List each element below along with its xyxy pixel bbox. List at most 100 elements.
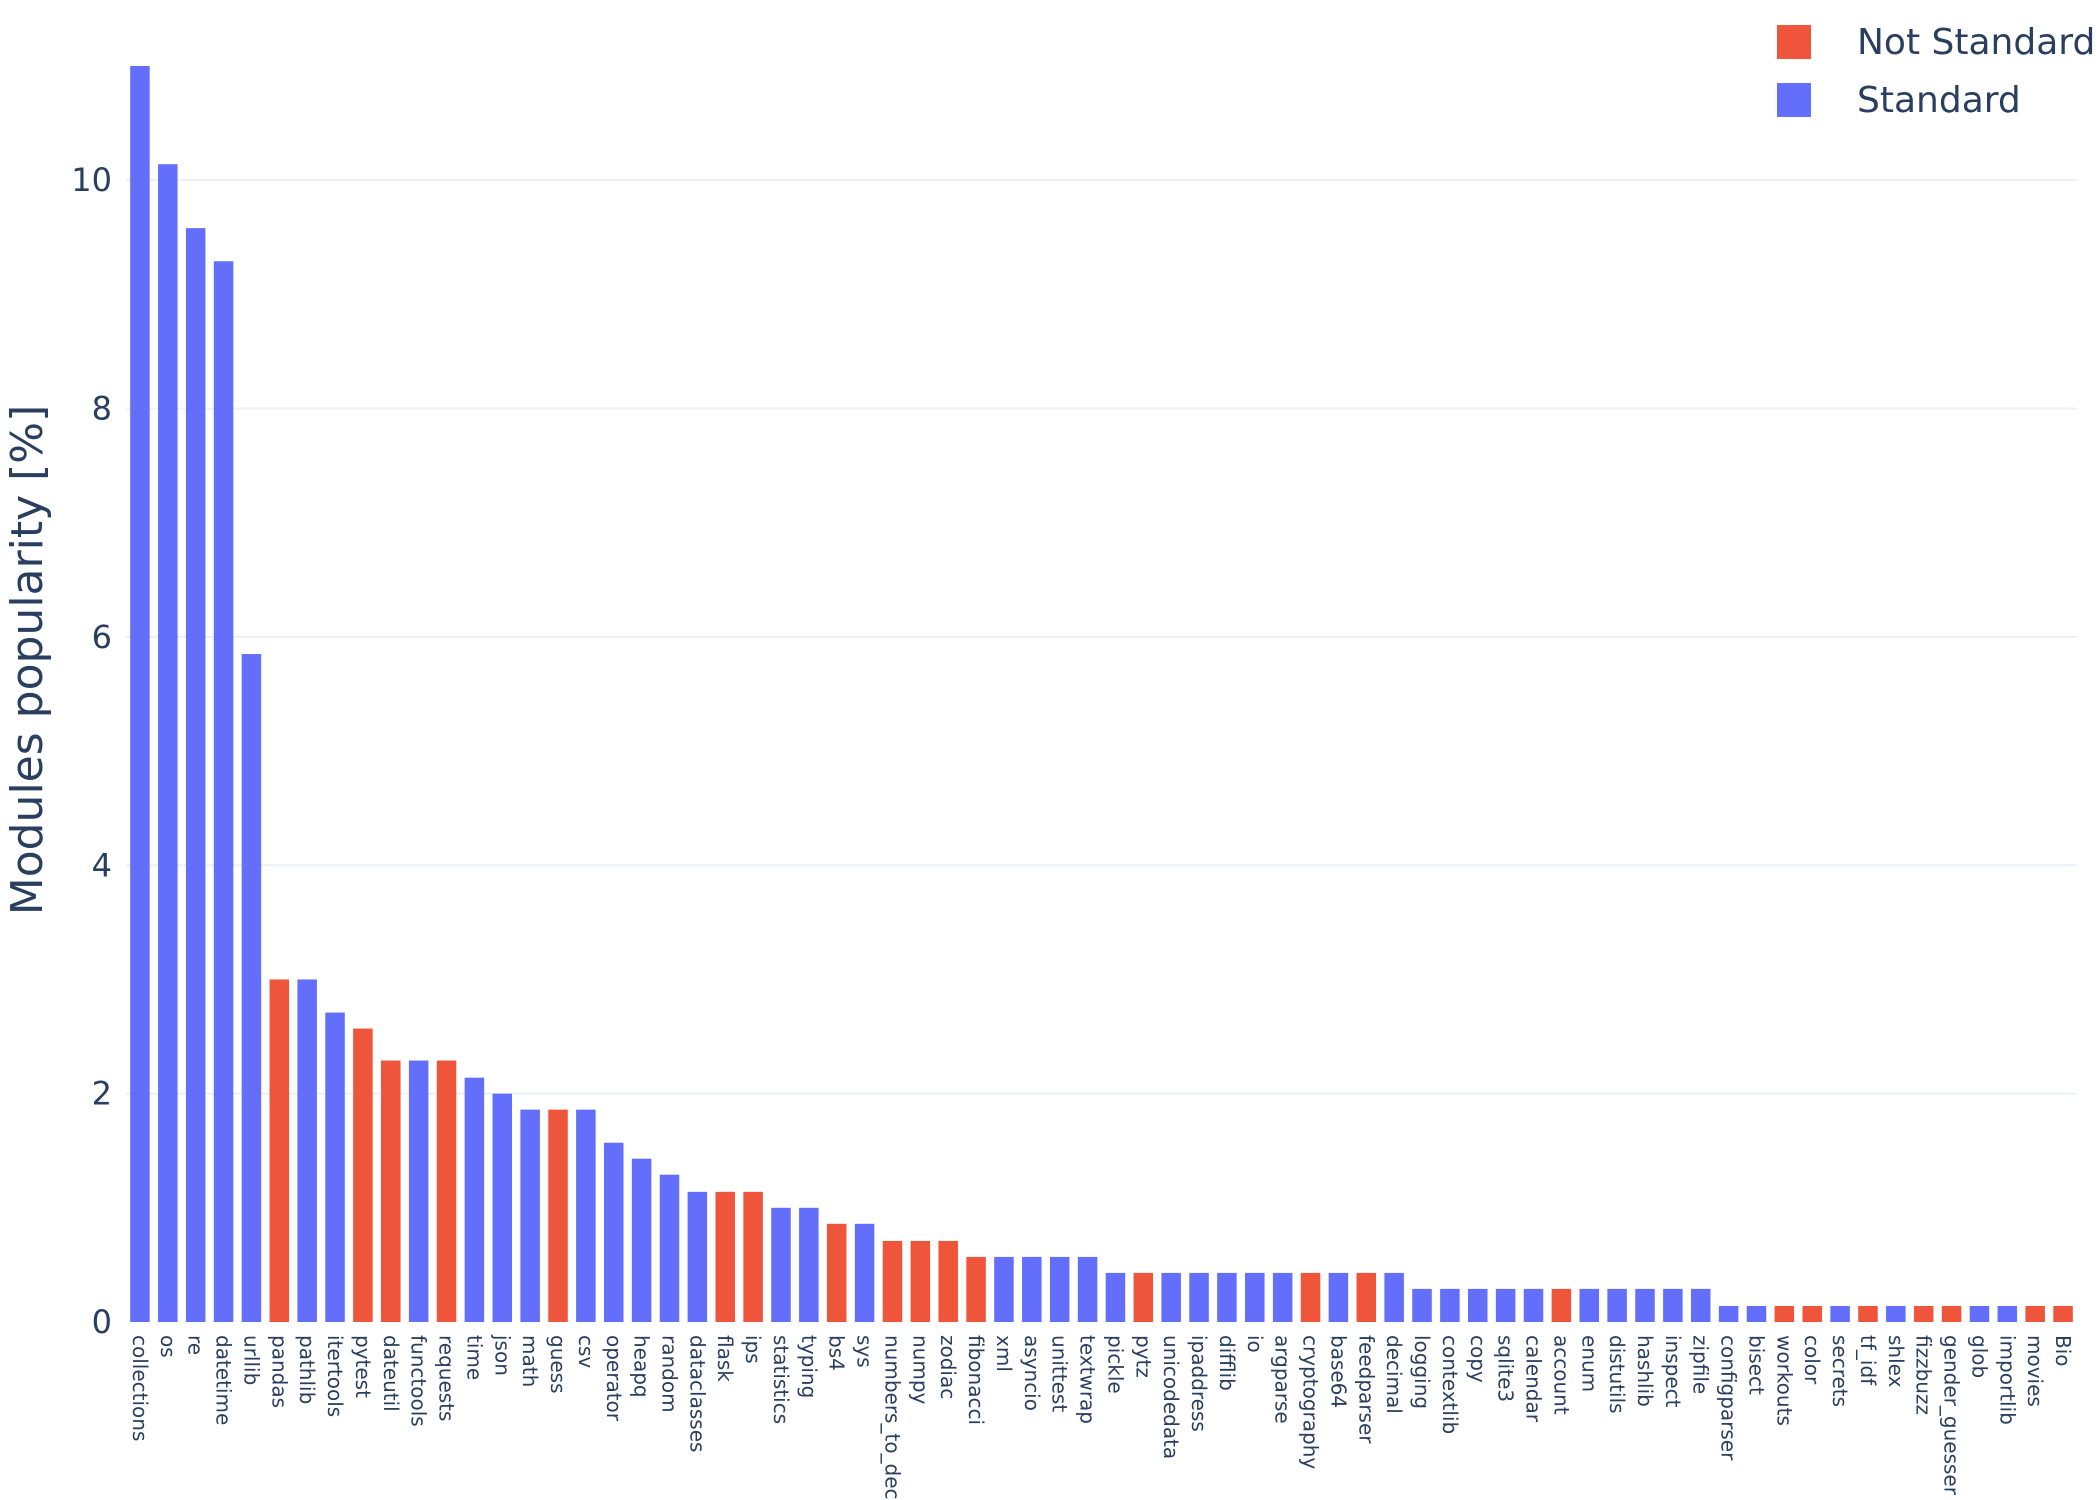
x-tick-label: heapq <box>630 1335 654 1398</box>
legend-item[interactable]: Standard <box>1777 80 2021 121</box>
bar-decimal[interactable] <box>1384 1272 1404 1322</box>
bar-enum[interactable] <box>1579 1288 1600 1322</box>
bar-movies[interactable] <box>2025 1306 2045 1322</box>
bar-asyncio[interactable] <box>1022 1256 1042 1322</box>
x-tick-label: argparse <box>1271 1335 1295 1424</box>
bar-pathlib[interactable] <box>297 979 317 1322</box>
x-tick-label: datetime <box>212 1335 236 1425</box>
bar-dataclasses[interactable] <box>687 1191 708 1322</box>
bar-logging[interactable] <box>1412 1288 1432 1322</box>
bar-numbers_to_dec[interactable] <box>882 1240 903 1322</box>
x-tick-label: sys <box>853 1335 877 1368</box>
bar-copy[interactable] <box>1468 1288 1488 1322</box>
x-tick-label: time <box>462 1335 486 1380</box>
bar-unicodedata[interactable] <box>1161 1272 1181 1322</box>
bar-Bio[interactable] <box>2053 1306 2073 1322</box>
bar-csv[interactable] <box>576 1109 596 1322</box>
bar-io[interactable] <box>1245 1272 1265 1322</box>
bar-random[interactable] <box>659 1174 680 1322</box>
x-tick-label: configparser <box>1717 1335 1741 1461</box>
x-tick-label: re <box>184 1335 208 1355</box>
bar-glob[interactable] <box>1969 1306 1990 1322</box>
bar-pytz[interactable] <box>1133 1272 1154 1322</box>
bar-fibonacci[interactable] <box>966 1256 986 1322</box>
x-tick-label: pandas <box>267 1335 291 1408</box>
bar-time[interactable] <box>464 1077 485 1322</box>
bar-argparse[interactable] <box>1272 1272 1293 1322</box>
bar-calendar[interactable] <box>1523 1288 1544 1322</box>
legend-label: Standard <box>1857 80 2021 121</box>
bar-numpy[interactable] <box>910 1240 931 1322</box>
bar-xml[interactable] <box>994 1256 1014 1322</box>
bar-ipaddress[interactable] <box>1189 1272 1209 1322</box>
bar-configparser[interactable] <box>1718 1306 1739 1322</box>
x-tick-label: dateutil <box>379 1335 403 1412</box>
x-tick-label: account <box>1549 1335 1573 1415</box>
legend-item[interactable]: Not Standard <box>1777 22 2095 63</box>
bar-unittest[interactable] <box>1049 1256 1070 1322</box>
bar-gender_guesser[interactable] <box>1941 1306 1962 1322</box>
y-tick-label: 0 <box>92 1303 112 1341</box>
bar-fizzbuzz[interactable] <box>1913 1306 1934 1322</box>
bar-pickle[interactable] <box>1105 1272 1126 1322</box>
x-tick-label: distutils <box>1605 1335 1629 1414</box>
bar-color[interactable] <box>1802 1306 1822 1322</box>
x-tick-label: statistics <box>769 1335 793 1424</box>
bar-collections[interactable] <box>130 66 150 1322</box>
x-tick-label: unittest <box>1048 1335 1072 1412</box>
bar-typing[interactable] <box>799 1207 819 1322</box>
bar-sys[interactable] <box>854 1223 875 1322</box>
x-tick-label: itertools <box>323 1335 347 1417</box>
bar-cryptography[interactable] <box>1300 1272 1321 1322</box>
bar-json[interactable] <box>492 1093 513 1322</box>
bar-bs4[interactable] <box>826 1223 847 1322</box>
bar-distutils[interactable] <box>1607 1288 1627 1322</box>
bar-urllib[interactable] <box>241 654 262 1322</box>
bar-math[interactable] <box>520 1109 540 1322</box>
x-tick-label: asyncio <box>1020 1335 1044 1411</box>
bar-workouts[interactable] <box>1774 1306 1795 1322</box>
bar-shlex[interactable] <box>1886 1306 1906 1322</box>
bar-statistics[interactable] <box>771 1207 791 1322</box>
bar-zodiac[interactable] <box>938 1240 958 1322</box>
bar-flask[interactable] <box>715 1191 735 1322</box>
x-tick-label: ips <box>741 1335 765 1364</box>
bar-functools[interactable] <box>408 1060 429 1322</box>
bar-sqlite3[interactable] <box>1495 1288 1516 1322</box>
bar-itertools[interactable] <box>325 1012 345 1322</box>
x-tick-label: urllib <box>239 1335 263 1385</box>
bar-secrets[interactable] <box>1830 1306 1850 1322</box>
bar-difflib[interactable] <box>1217 1272 1237 1322</box>
bar-contextlib[interactable] <box>1440 1288 1460 1322</box>
bar-inspect[interactable] <box>1663 1288 1683 1322</box>
bar-importlib[interactable] <box>1997 1306 2018 1322</box>
bar-zipfile[interactable] <box>1690 1288 1711 1322</box>
bar-feedparser[interactable] <box>1356 1272 1377 1322</box>
x-tick-label: csv <box>574 1335 598 1368</box>
bar-re[interactable] <box>185 228 206 1322</box>
bar-os[interactable] <box>158 164 178 1322</box>
bar-pandas[interactable] <box>269 979 290 1322</box>
bar-guess[interactable] <box>548 1109 568 1322</box>
bar-account[interactable] <box>1551 1288 1572 1322</box>
x-tick-label: contextlib <box>1438 1335 1462 1434</box>
bar-operator[interactable] <box>603 1142 624 1322</box>
bar-requests[interactable] <box>436 1060 457 1322</box>
x-tick-label: pytest <box>351 1335 375 1398</box>
bar-hashlib[interactable] <box>1635 1288 1655 1322</box>
x-tick-label: json <box>490 1334 514 1376</box>
bar-bisect[interactable] <box>1746 1306 1767 1322</box>
bar-base64[interactable] <box>1328 1272 1349 1322</box>
legend-label: Not Standard <box>1857 22 2095 63</box>
x-tick-label: inspect <box>1661 1335 1685 1408</box>
bar-textwrap[interactable] <box>1077 1256 1098 1322</box>
legend[interactable]: Not Standard Standard <box>1777 22 2095 121</box>
bar-datetime[interactable] <box>213 261 234 1322</box>
x-tick-label: secrets <box>1828 1335 1852 1407</box>
bar-dateutil[interactable] <box>381 1060 401 1322</box>
bar-heapq[interactable] <box>631 1158 652 1322</box>
bar-tf_idf[interactable] <box>1858 1306 1878 1322</box>
bar-ips[interactable] <box>743 1191 763 1322</box>
bar-pytest[interactable] <box>353 1028 373 1322</box>
x-tick-label: hashlib <box>1633 1335 1657 1407</box>
